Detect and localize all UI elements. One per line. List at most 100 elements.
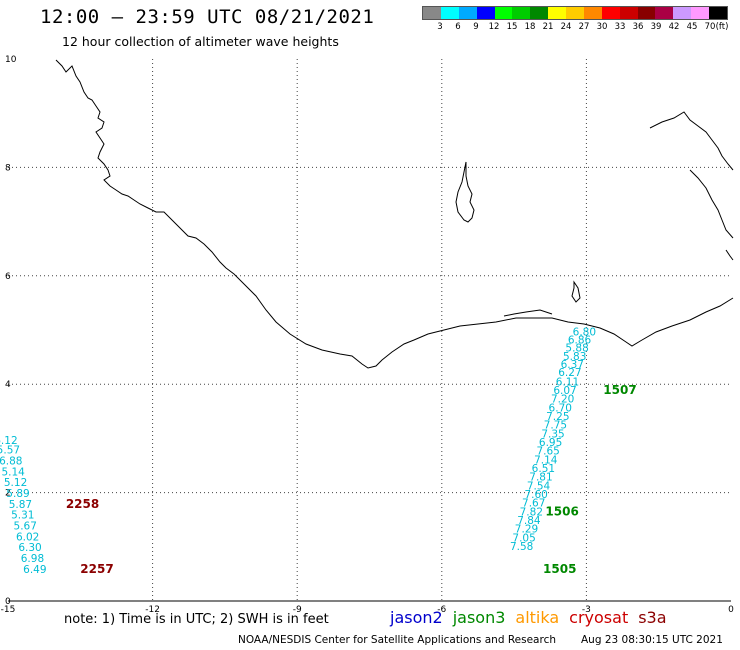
wave-height-value: 6.70	[549, 402, 572, 414]
wave-height-value: 7.82	[520, 506, 543, 518]
color-scale-legend: 3 6 9 12 15 18 21 24 27 30 33 36 39 42 45 70 (ft)	[422, 6, 728, 36]
wave-height-value: 5.89	[6, 488, 29, 500]
color-scale-label: 33	[614, 22, 626, 32]
wave-height-value: 7.05	[512, 532, 535, 544]
satellite-legend-item: s3a	[638, 608, 667, 627]
wave-height-value: 6.86	[568, 335, 592, 347]
wave-height-value: 7.14	[534, 454, 558, 466]
color-swatch	[440, 7, 459, 19]
satellite-legend: jason2 jason3 altika cryosat s3a	[390, 608, 677, 627]
satellite-legend-item: cryosat	[569, 608, 629, 627]
color-scale-labels: 3 6 9 12 15 18 21 24 27 30 33 36 39 42 45 70 (ft)	[422, 22, 728, 36]
color-swatch	[619, 7, 638, 19]
wave-height-value: 6.12	[0, 435, 18, 447]
wave-height-value: 6.27	[558, 367, 581, 379]
color-scale-label: 6	[455, 22, 461, 32]
wave-height-value: 5.83	[563, 351, 586, 363]
x-tick-label: -6	[437, 605, 446, 615]
wave-height-value: 7.25	[546, 411, 569, 423]
wave-height-value: 6.37	[561, 359, 584, 371]
color-scale-label: 30	[596, 22, 608, 32]
color-scale-label: 24	[560, 22, 572, 32]
wave-height-value: 5.87	[9, 499, 32, 511]
wave-height-value: 5.88	[565, 343, 588, 355]
color-scale-label: 9	[473, 22, 479, 32]
y-tick-label: 8	[5, 163, 11, 173]
credit-line: NOAA/NESDIS Center for Satellite Applica…	[238, 634, 556, 646]
color-swatch	[458, 7, 477, 19]
wave-height-value: 6.30	[18, 542, 41, 554]
wave-height-value: 6.11	[556, 376, 579, 388]
color-swatch	[601, 7, 620, 19]
wave-height-value: 5.14	[1, 466, 25, 478]
wave-height-value: 7.81	[529, 472, 552, 484]
color-swatch	[494, 7, 513, 19]
wave-height-value: 5.12	[4, 477, 27, 489]
color-swatch	[673, 7, 692, 19]
wave-height-value: 6.88	[0, 455, 22, 467]
wave-height-value: 7.67	[522, 498, 545, 510]
x-tick-label: -15	[1, 605, 16, 615]
satellite-legend-item: altika	[515, 608, 560, 627]
chart-subtitle: 12 hour collection of altimeter wave hei…	[62, 34, 339, 49]
wave-height-value: 6.95	[539, 437, 562, 449]
coastline-segment	[649, 111, 734, 171]
coastline-segment	[571, 280, 581, 303]
color-swatch	[583, 7, 602, 19]
wave-height-value: 6.02	[16, 531, 39, 543]
wave-height-value: 6.49	[23, 564, 46, 576]
color-swatch	[709, 7, 727, 19]
wave-height-value: 6.51	[532, 463, 555, 475]
color-scale-label: 21	[542, 22, 554, 32]
chart-title: 12:00 – 23:59 UTC 08/21/2021	[40, 6, 375, 28]
color-swatch	[423, 7, 441, 19]
color-scale-swatches	[422, 6, 728, 20]
y-tick-label: 0	[5, 597, 11, 607]
pass-time-label: 1506	[545, 504, 578, 518]
color-swatch	[637, 7, 656, 19]
coastline	[55, 59, 734, 369]
wave-height-value: 7.84	[517, 515, 541, 527]
pass-time-labels: 1507 1506 1505 2258 2257	[66, 383, 637, 576]
color-scale-label: 18	[524, 22, 536, 32]
color-swatch	[566, 7, 584, 19]
pass-time-label: 1507	[603, 383, 636, 397]
wave-height-value: 7.58	[510, 541, 533, 553]
pass-time-label: 1505	[543, 562, 576, 576]
coastline-segment	[503, 309, 553, 317]
color-swatch	[655, 7, 674, 19]
color-scale-label: 36	[632, 22, 644, 32]
x-tick-label: -3	[582, 605, 591, 615]
pass-time-label: 2258	[66, 497, 99, 511]
color-swatch	[548, 7, 566, 19]
coastline-segment	[689, 169, 734, 239]
satellite-legend-item: jason3	[452, 608, 506, 627]
satellite-legend-item: jason2	[390, 608, 443, 627]
wave-height-value: 6.80	[573, 326, 596, 338]
color-scale-label: 45	[686, 22, 698, 32]
footnote: note: 1) Time is in UTC; 2) SWH is in fe…	[64, 612, 329, 627]
color-scale-label: 70	[704, 22, 716, 32]
y-tick-label: 2	[5, 489, 11, 499]
wave-height-value: 7.35	[541, 428, 564, 440]
axis-ticks: -15 -12 -9 -6 -3 0 0 2 4 6 8 10	[1, 55, 734, 615]
color-swatch	[691, 7, 709, 19]
map-grid	[8, 59, 731, 601]
wave-height-value: 7.54	[527, 480, 551, 492]
coastline-segment	[55, 59, 734, 369]
x-tick-label: 0	[728, 605, 734, 615]
color-scale-label: 27	[578, 22, 590, 32]
wave-height-value: 5.67	[14, 520, 37, 532]
coastline-segment	[455, 161, 475, 223]
altimeter-tracks: 6.806.865.885.836.376.276.116.077.206.70…	[0, 326, 596, 575]
color-swatch	[512, 7, 531, 19]
color-scale-label: 39	[650, 22, 662, 32]
color-scale-unit: (ft)	[715, 22, 729, 32]
coastline-segment	[725, 249, 734, 261]
generated-timestamp: Aug 23 08:30:15 UTC 2021	[581, 634, 723, 646]
wave-height-value: 7.29	[515, 524, 538, 536]
pass-time-label: 2257	[80, 562, 113, 576]
color-scale-label: 15	[506, 22, 518, 32]
wave-height-value: 7.60	[524, 489, 547, 501]
